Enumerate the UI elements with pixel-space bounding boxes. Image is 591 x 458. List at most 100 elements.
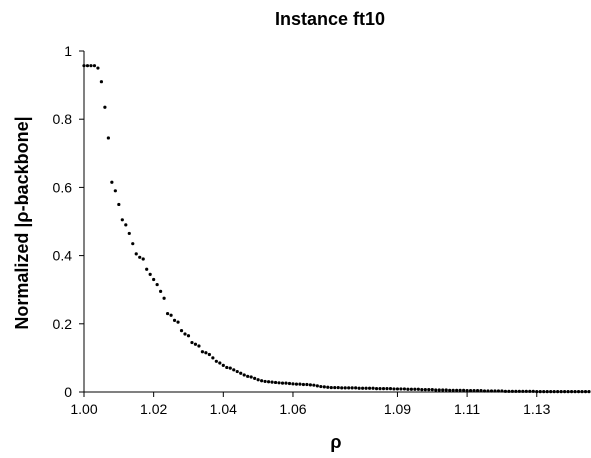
data-point — [367, 386, 372, 390]
data-point — [249, 375, 253, 379]
data-point — [162, 296, 166, 300]
data-point — [179, 329, 184, 333]
data-point — [145, 267, 149, 271]
data-point — [117, 202, 121, 207]
data-point — [549, 390, 553, 394]
data-point — [277, 381, 281, 385]
data-point — [152, 277, 156, 282]
data-point — [138, 255, 142, 259]
data-point — [556, 390, 560, 394]
data-point — [378, 386, 382, 391]
data-point — [385, 386, 389, 391]
data-point — [361, 386, 365, 390]
data-point — [475, 389, 480, 393]
data-point — [204, 351, 208, 355]
data-point — [322, 385, 326, 389]
data-point — [364, 386, 368, 390]
data-point — [260, 379, 264, 383]
data-point — [228, 366, 232, 370]
data-point — [507, 389, 511, 393]
data-point — [312, 383, 316, 387]
data-point — [521, 389, 525, 393]
data-point — [172, 318, 177, 322]
data-point — [395, 387, 400, 391]
data-point — [552, 390, 556, 394]
data-points — [82, 64, 591, 394]
data-point — [89, 64, 93, 68]
data-point — [402, 387, 407, 391]
data-point — [569, 390, 574, 394]
data-point — [437, 388, 441, 392]
data-point — [462, 388, 466, 392]
data-point — [406, 387, 410, 391]
data-point — [531, 389, 535, 393]
x-tick-label: 1.00 — [70, 401, 97, 417]
data-point — [343, 386, 347, 390]
data-point — [159, 289, 163, 294]
data-point — [266, 380, 271, 384]
data-point — [298, 382, 302, 386]
x-axis-label: ρ — [330, 432, 341, 452]
data-point — [347, 386, 351, 390]
data-point — [514, 389, 518, 393]
data-point — [315, 384, 319, 388]
data-point — [392, 387, 396, 391]
data-point — [517, 389, 521, 393]
data-point — [183, 332, 187, 336]
data-point — [197, 344, 201, 348]
data-point — [225, 365, 229, 370]
data-point — [336, 385, 340, 390]
data-point — [200, 350, 205, 354]
data-point — [305, 382, 309, 387]
data-point — [155, 282, 159, 287]
data-point — [576, 390, 581, 394]
x-tick-label: 1.13 — [523, 401, 550, 417]
data-point — [458, 388, 462, 392]
data-point — [427, 388, 431, 392]
data-point — [106, 136, 110, 140]
data-point — [545, 390, 549, 394]
data-point — [542, 390, 546, 394]
data-point — [503, 389, 508, 393]
data-point — [82, 64, 86, 68]
data-point — [103, 105, 107, 109]
data-point — [563, 390, 567, 394]
data-point — [451, 388, 455, 392]
data-point — [496, 389, 501, 393]
data-point — [510, 389, 514, 393]
x-tick-label: 1.04 — [210, 401, 237, 417]
data-point — [535, 390, 539, 394]
data-point — [165, 311, 170, 316]
data-point — [486, 389, 490, 393]
data-point — [434, 388, 438, 392]
data-point — [127, 231, 131, 236]
data-point — [354, 386, 358, 390]
data-point — [85, 64, 90, 68]
x-axis: 1.00 1.02 1.04 1.06 1.09 1.11 1.13 — [70, 391, 589, 417]
data-point — [280, 381, 285, 385]
data-point — [357, 386, 361, 390]
data-point — [131, 242, 135, 246]
y-tick-label: 0.2 — [53, 316, 73, 332]
data-point — [399, 387, 403, 391]
data-point — [479, 389, 483, 393]
data-point — [381, 386, 386, 391]
data-point — [308, 383, 312, 387]
data-point — [374, 386, 379, 391]
data-point — [371, 386, 375, 390]
data-point — [291, 382, 295, 386]
data-point — [301, 382, 306, 387]
data-point — [124, 223, 128, 227]
data-point — [253, 376, 257, 380]
data-point — [99, 80, 104, 84]
data-point — [284, 381, 288, 385]
data-point — [416, 387, 420, 391]
data-point — [148, 272, 152, 276]
data-point — [235, 369, 239, 374]
x-tick-label: 1.06 — [279, 401, 306, 417]
data-point — [465, 389, 469, 393]
data-point — [270, 380, 274, 384]
data-point — [420, 388, 424, 392]
data-point — [96, 66, 100, 70]
